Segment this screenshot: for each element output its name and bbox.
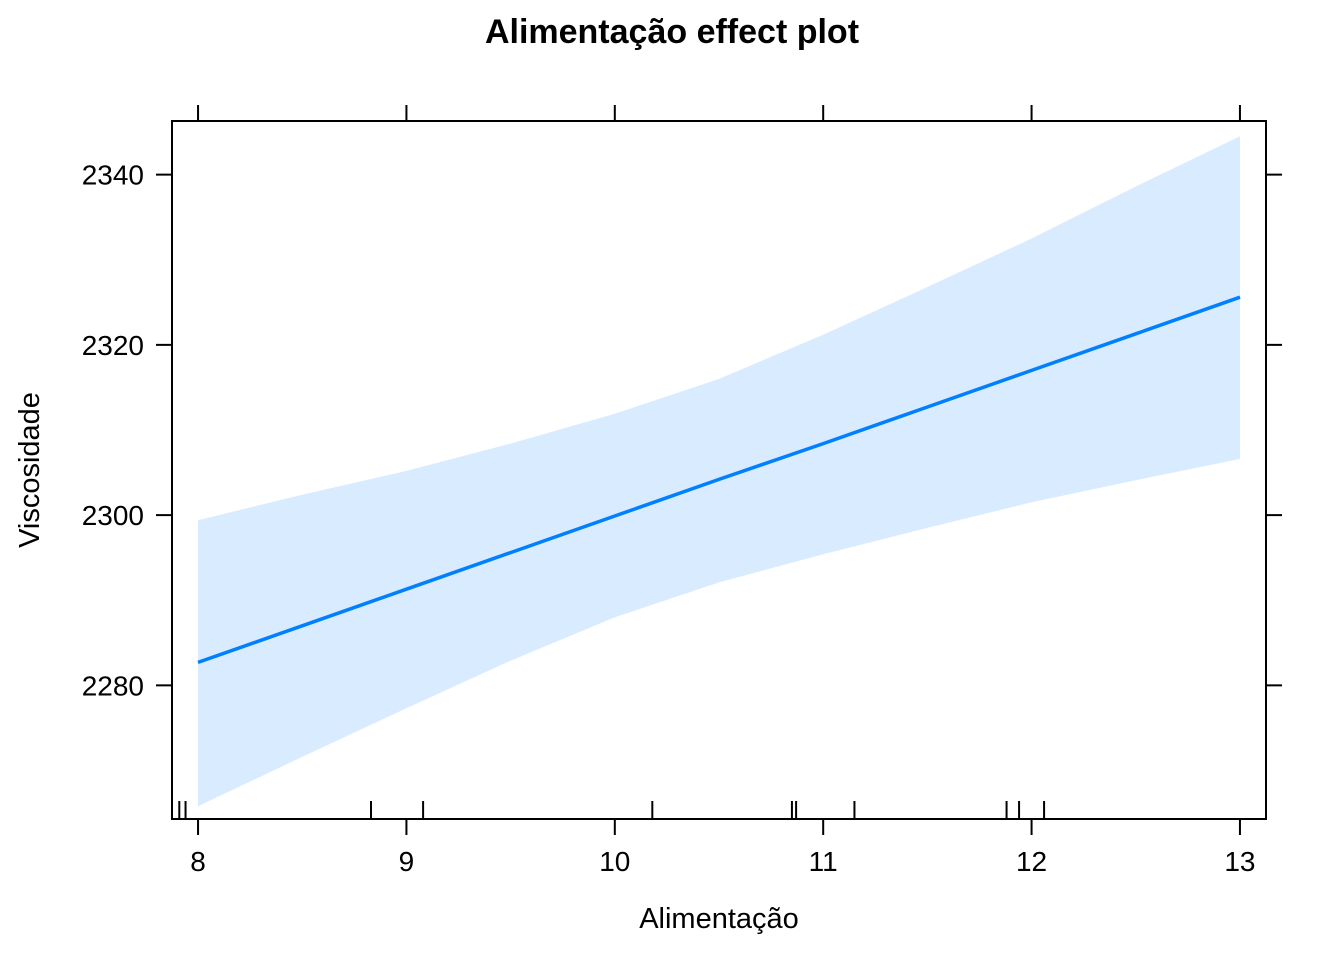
y-tick-label: 2320 [82,330,144,361]
x-tick-label: 13 [1224,846,1255,877]
chart-title: Alimentação effect plot [485,13,859,51]
y-tick-label: 2340 [82,160,144,191]
x-tick-label: 12 [1016,846,1047,877]
y-axis: 2280 2300 2320 2340 [82,160,1282,701]
fit-line [197,295,1241,665]
fit-line-layer [197,295,1241,665]
y-axis-label: Viscosidade [14,392,46,548]
plot-frame [171,120,1267,820]
y-tick-label: 2300 [82,500,144,531]
confidence-band [198,136,1240,807]
x-tick-label: 11 [809,846,838,877]
x-axis-label: Alimentação [639,903,799,935]
x-axis: 8 9 10 11 12 13 [190,105,1256,877]
confidence-band-layer [198,136,1240,807]
x-tick-label: 8 [190,846,206,877]
x-tick-label: 10 [599,846,630,877]
rug [178,801,1046,819]
x-tick-label: 9 [399,846,415,877]
y-tick-label: 2280 [82,670,144,701]
